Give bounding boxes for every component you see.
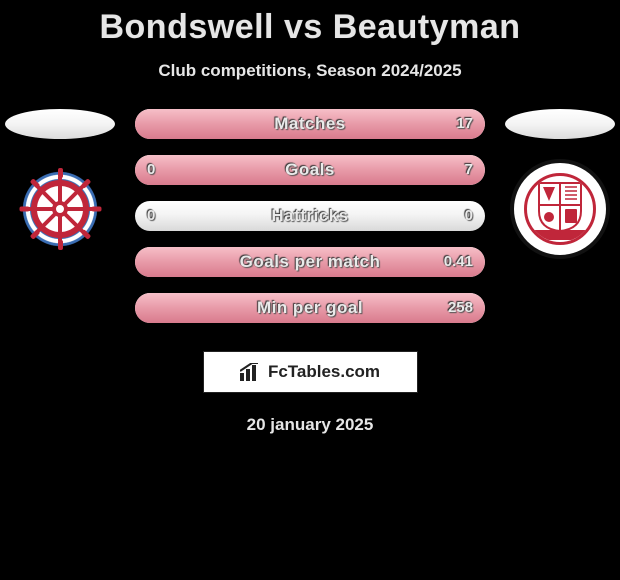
branding-text: FcTables.com [268, 362, 380, 382]
stat-right-value: 17 [456, 109, 473, 139]
stat-rows: Matches 17 0 Goals 7 0 Hattricks 0 Goals… [135, 109, 485, 339]
stat-right-value: 258 [448, 293, 473, 323]
player-right-pill [505, 109, 615, 139]
stat-row-goals-per-match: Goals per match 0.41 [135, 247, 485, 277]
stat-label: Hattricks [135, 201, 485, 231]
stat-row-matches: Matches 17 [135, 109, 485, 139]
club-crest-woking-icon [510, 159, 610, 259]
stat-label: Min per goal [135, 293, 485, 323]
stat-row-min-per-goal: Min per goal 258 [135, 293, 485, 323]
stat-label: Goals per match [135, 247, 485, 277]
shield-icon [537, 181, 583, 233]
date-text: 20 january 2025 [0, 415, 620, 435]
ship-wheel-icon [31, 180, 89, 238]
banner-icon [532, 230, 588, 240]
stat-right-value: 7 [465, 155, 473, 185]
club-crest-hartlepool-icon [10, 159, 110, 259]
stat-label: Goals [135, 155, 485, 185]
club-right [500, 109, 620, 309]
page-title: Bondswell vs Beautyman [0, 8, 620, 47]
stat-row-hattricks: 0 Hattricks 0 [135, 201, 485, 231]
stat-row-goals: 0 Goals 7 [135, 155, 485, 185]
branding-badge: FcTables.com [203, 351, 418, 393]
bar-chart-icon [240, 363, 262, 381]
player-left-pill [5, 109, 115, 139]
stat-label: Matches [135, 109, 485, 139]
club-left [0, 109, 120, 309]
subtitle: Club competitions, Season 2024/2025 [0, 61, 620, 81]
stats-area: Matches 17 0 Goals 7 0 Hattricks 0 Goals… [0, 109, 620, 329]
infographic-container: Bondswell vs Beautyman Club competitions… [0, 0, 620, 435]
stat-right-value: 0 [465, 201, 473, 231]
stat-right-value: 0.41 [444, 247, 473, 277]
